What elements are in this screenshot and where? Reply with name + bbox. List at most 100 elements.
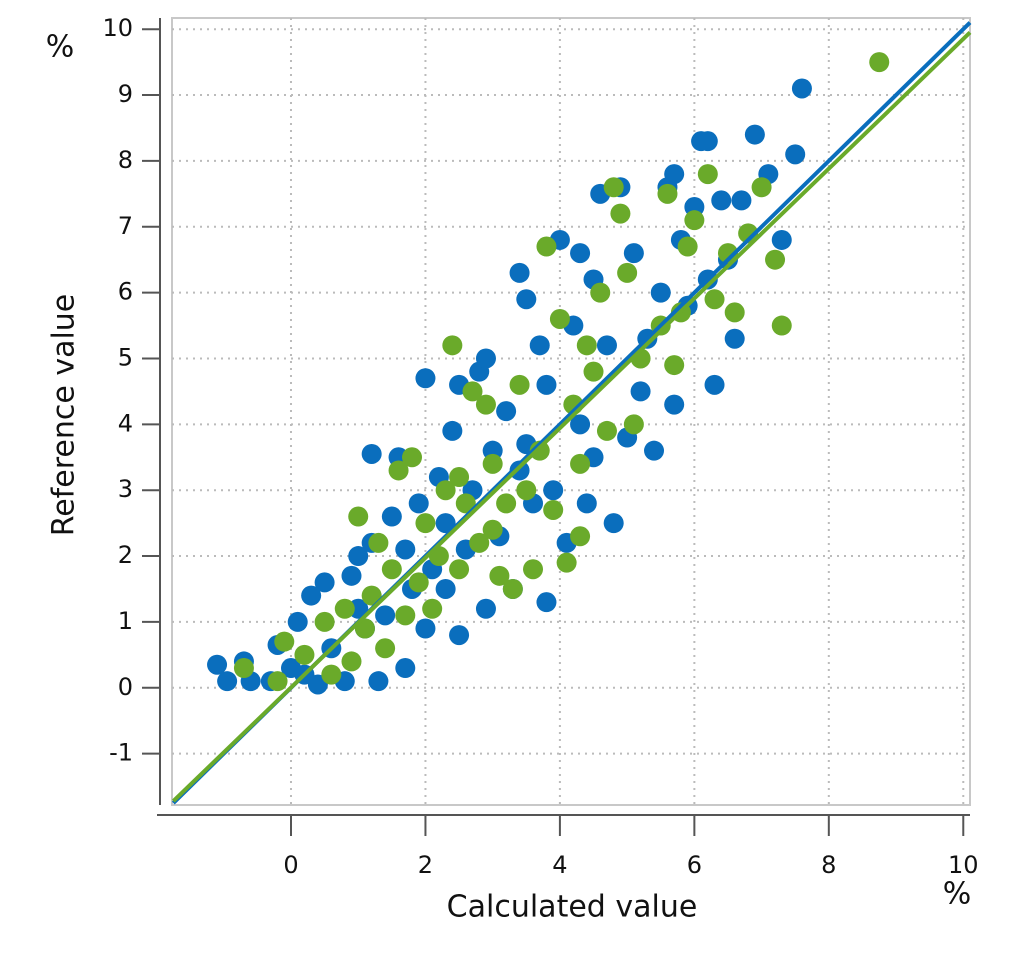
x-axis-title: Calculated value (447, 890, 698, 925)
y-tick-label: 5 (118, 343, 133, 371)
point (408, 572, 429, 593)
point (395, 658, 416, 679)
point (334, 598, 355, 619)
point (361, 443, 382, 464)
y-tick-label: 9 (118, 80, 133, 108)
point (381, 559, 402, 580)
point (395, 539, 416, 560)
point (771, 229, 792, 250)
point (435, 578, 456, 599)
point (381, 506, 402, 527)
point (603, 177, 624, 198)
point (509, 374, 530, 395)
point (704, 374, 725, 395)
point (570, 414, 591, 435)
point (435, 513, 456, 534)
point (287, 611, 308, 632)
point (697, 164, 718, 185)
point (314, 611, 335, 632)
point (549, 308, 570, 329)
point (496, 401, 517, 422)
y-tick-label: -1 (109, 739, 133, 767)
point (576, 335, 597, 356)
y-tick-label: 1 (118, 607, 133, 635)
point (617, 262, 638, 283)
point (469, 532, 490, 553)
point (375, 605, 396, 626)
point (233, 658, 254, 679)
point (375, 638, 396, 659)
point (697, 131, 718, 152)
point (570, 243, 591, 264)
point (583, 361, 604, 382)
point (321, 664, 342, 685)
point (509, 460, 530, 481)
point (731, 190, 752, 211)
y-tick-label: 4 (118, 409, 133, 437)
x-tick-label: 4 (552, 851, 567, 879)
point (610, 203, 631, 224)
point (711, 190, 732, 211)
point (650, 282, 671, 303)
point (751, 177, 772, 198)
point (415, 513, 436, 534)
point (482, 519, 503, 540)
point (348, 546, 369, 567)
point (516, 289, 537, 310)
point (368, 532, 389, 553)
point (415, 618, 436, 639)
point (704, 289, 725, 310)
y-tick-label: 6 (118, 278, 133, 306)
point (482, 453, 503, 474)
y-unit: % (46, 30, 75, 65)
point (455, 493, 476, 514)
point (301, 585, 322, 606)
point (771, 315, 792, 336)
point (509, 262, 530, 283)
x-tick-label: 6 (687, 851, 702, 879)
x-unit: % (943, 877, 972, 912)
point (603, 513, 624, 534)
point (502, 578, 523, 599)
point (744, 124, 765, 145)
y-tick-label: 8 (118, 146, 133, 174)
point (523, 559, 544, 580)
point (496, 493, 517, 514)
point (664, 394, 685, 415)
point (596, 420, 617, 441)
point (368, 671, 389, 692)
point (644, 440, 665, 461)
point (536, 592, 557, 613)
point (596, 335, 617, 356)
point (462, 381, 483, 402)
point (442, 420, 463, 441)
y-tick-label: 10 (102, 14, 133, 42)
point (570, 526, 591, 547)
point (623, 243, 644, 264)
point (314, 572, 335, 593)
point (724, 302, 745, 323)
point (765, 249, 786, 270)
x-tick-label: 8 (821, 851, 836, 879)
y-axis-title: Reference value (47, 294, 82, 537)
point (570, 453, 591, 474)
point (630, 381, 651, 402)
point (267, 671, 288, 692)
point (449, 559, 470, 580)
point (738, 223, 759, 244)
point (348, 506, 369, 527)
point (402, 447, 423, 468)
point (576, 493, 597, 514)
point (341, 565, 362, 586)
point (361, 585, 382, 606)
point (869, 52, 890, 73)
point (294, 644, 315, 665)
point (684, 210, 705, 231)
point (556, 552, 577, 573)
x-tick-label: 2 (418, 851, 433, 879)
point (543, 480, 564, 501)
point (785, 144, 806, 165)
y-tick-label: 2 (118, 541, 133, 569)
point (489, 565, 510, 586)
point (677, 236, 698, 257)
